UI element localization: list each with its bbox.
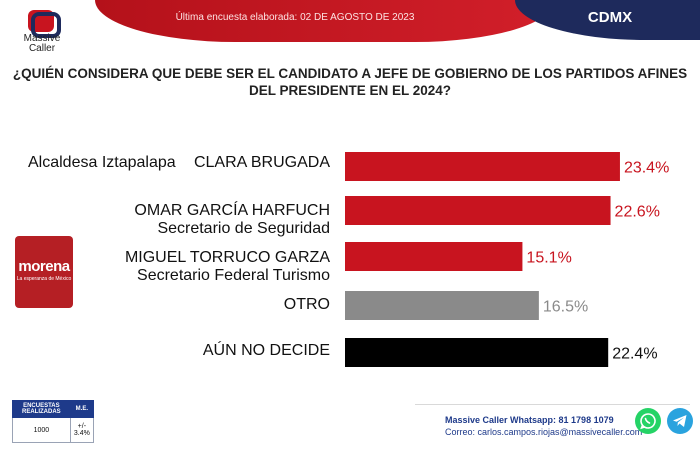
bar-5 [345, 338, 609, 367]
bar-4-label: 16.5% [543, 299, 588, 316]
candidate-1-role: Alcaldesa Iztapalapa [28, 154, 176, 171]
candidate-4-name: OTRO [283, 296, 330, 313]
morena-logo-name: morena [18, 258, 70, 275]
stats-margin-value: +/- 3.4% [69, 417, 95, 443]
bar-1 [345, 152, 620, 181]
morena-logo: morena La esperanza de México [15, 236, 73, 308]
candidate-1-name: CLARA BRUGADA [193, 154, 330, 171]
bar-2-label: 22.6% [615, 204, 660, 221]
bar-1-label: 23.4% [624, 160, 669, 177]
bar-3 [345, 242, 523, 271]
bar-5-label: 22.4% [612, 346, 657, 363]
brand-line-2: Caller [28, 43, 56, 54]
brand-line-1: Massive [23, 33, 61, 44]
survey-date: Última encuesta elaborada: 02 DE AGOSTO … [175, 12, 415, 23]
candidate-3-role: Secretario Federal Turismo [137, 267, 330, 284]
bar-3-label: 15.1% [526, 250, 571, 267]
stats-surveys-value: 1000 [12, 417, 71, 443]
contact-whatsapp: Massive Caller Whatsapp: 81 1798 1079 [445, 415, 614, 425]
whatsapp-icon[interactable] [635, 408, 661, 434]
candidate-2-name: OMAR GARCÍA HARFUCH [134, 202, 330, 219]
stats-header-margin: M.E. [69, 400, 95, 418]
bar-2 [345, 196, 611, 225]
telegram-icon[interactable] [667, 408, 693, 434]
candidate-3-name: MIGUEL TORRUCO GARZA [124, 249, 330, 266]
survey-stats-table: ENCUESTAS REALIZADAS M.E. 1000 +/- 3.4% [12, 400, 95, 443]
region-label: CDMX [587, 9, 633, 26]
bar-chart: 23.4% 22.6% 15.1% 16.5% 22.4% [345, 152, 669, 367]
morena-logo-tagline: La esperanza de México [16, 276, 72, 282]
massive-caller-logo-icon [28, 10, 61, 38]
header-red-banner [95, 0, 555, 42]
brand-name: Massive Caller [10, 34, 74, 54]
contact-email: Correo: carlos.campos.riojas@massivecall… [445, 427, 643, 437]
candidate-2-role: Secretario de Seguridad [157, 220, 330, 237]
stats-header-surveys: ENCUESTAS REALIZADAS [12, 400, 71, 418]
candidate-5-name: AÚN NO DECIDE [202, 342, 330, 359]
question-title: ¿QUIÉN CONSIDERA QUE DEBE SER EL CANDIDA… [12, 66, 688, 98]
contact-info: Massive Caller Whatsapp: 81 1798 1079 Co… [445, 414, 642, 438]
footer-divider [415, 404, 690, 405]
bar-4 [345, 291, 539, 320]
